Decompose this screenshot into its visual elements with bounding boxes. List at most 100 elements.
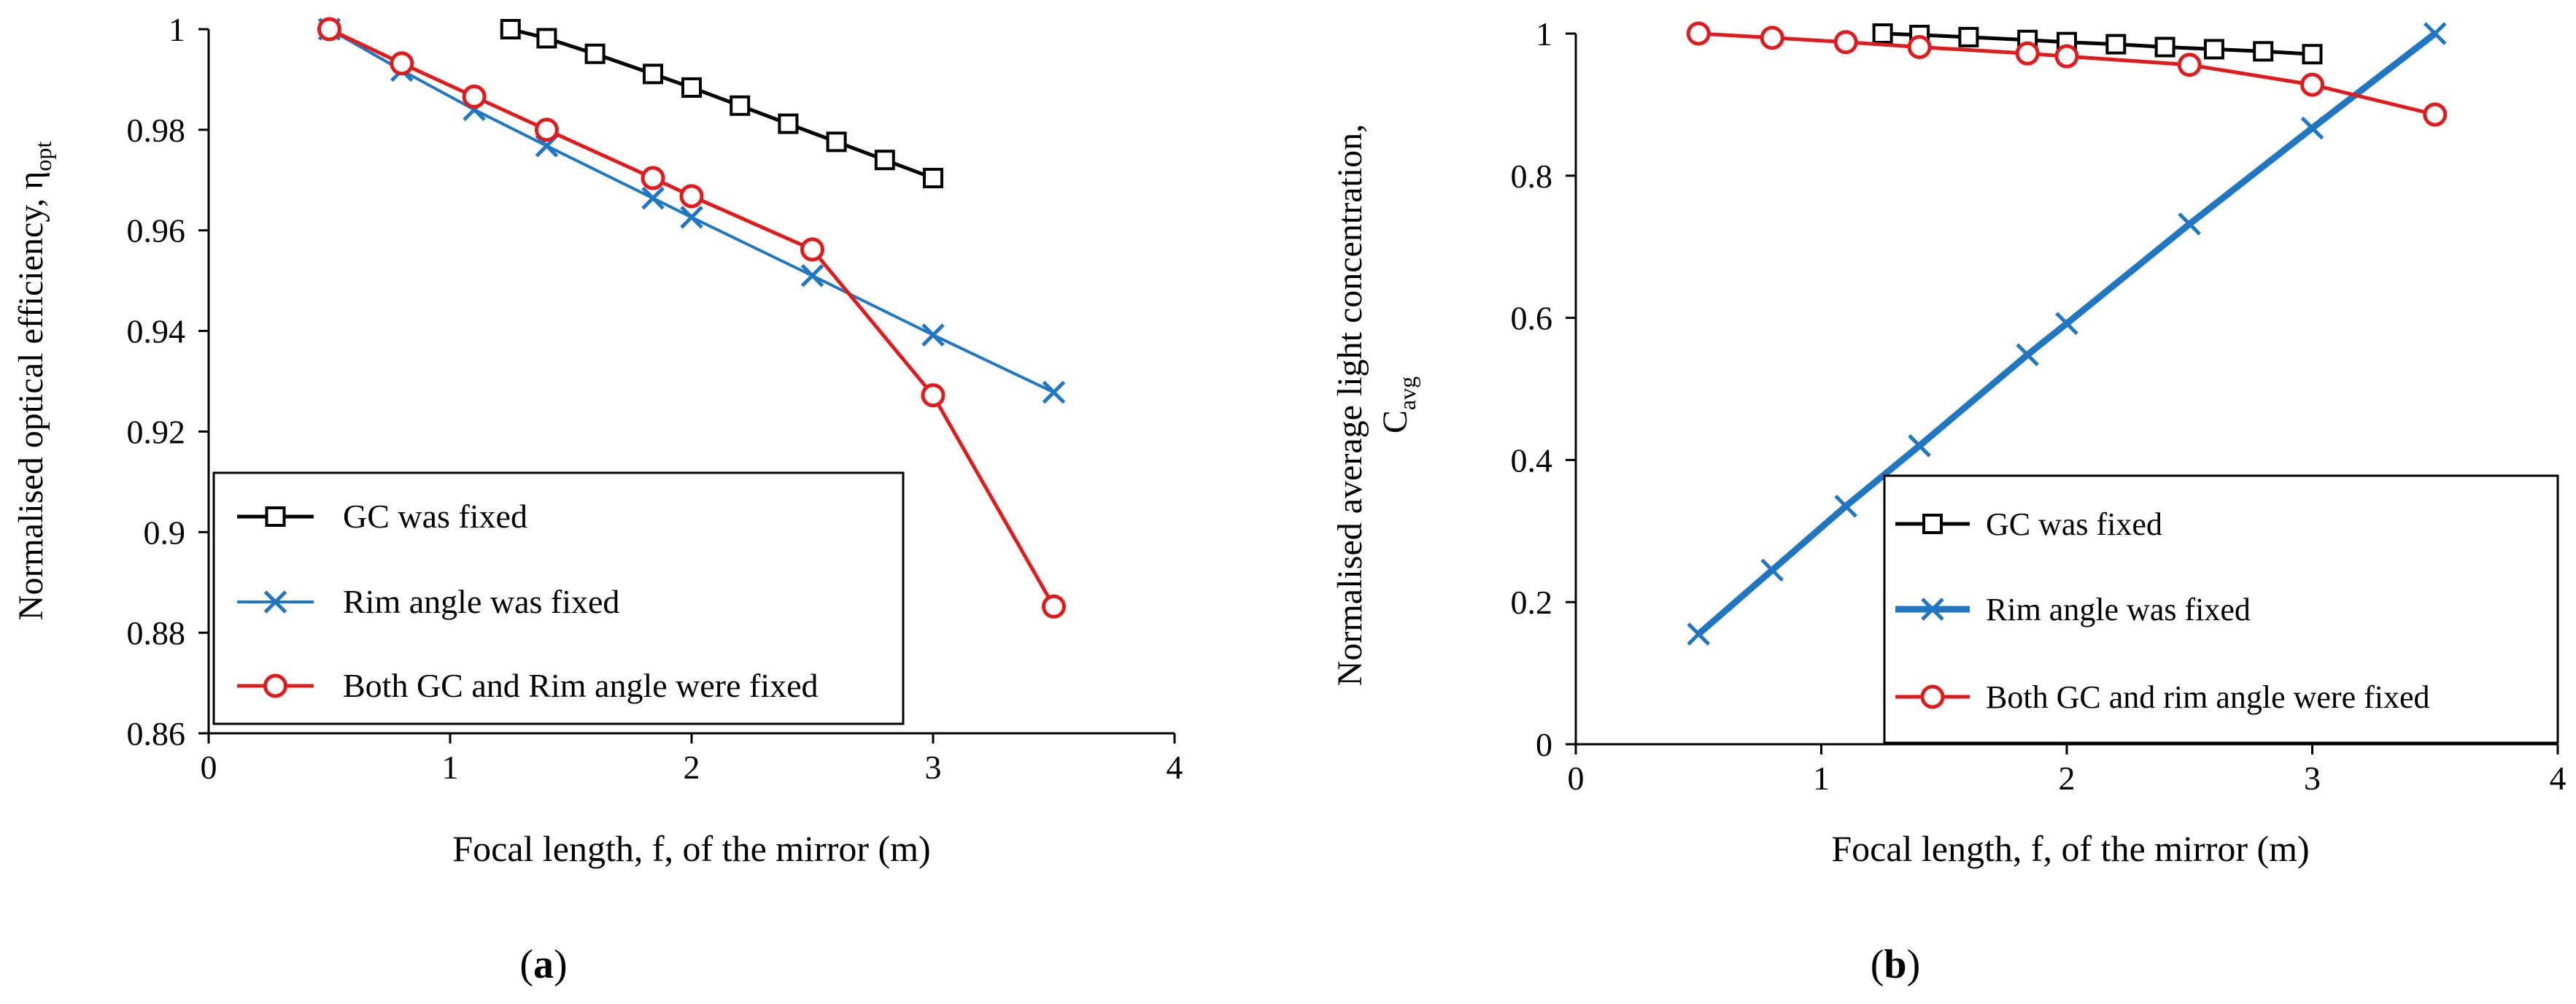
x-tick-label: 2 <box>2059 760 2076 797</box>
y-axis-title-line-1: Normalised average light concentration, <box>1331 124 1369 686</box>
data-point-square <box>1958 26 1979 47</box>
x-tick-label: 2 <box>684 749 700 786</box>
y-tick-label: 0.8 <box>1511 158 1553 195</box>
chart-panel-a: 0 1 2 3 4 0.86 0.88 0.9 0.92 0.94 0.96 0.98 1 Normal… <box>12 11 1183 987</box>
ticks-a: 0 1 2 3 4 0.86 0.88 0.9 0.92 0.94 0.96 0.98 1 <box>127 11 1183 786</box>
data-point-circle <box>534 117 559 142</box>
data-point-circle <box>2015 41 2040 66</box>
data-point-x <box>1687 622 1711 646</box>
legend-entry: GC was fixed <box>1895 506 2162 542</box>
legend-box <box>212 471 905 725</box>
data-point-x <box>2178 212 2202 236</box>
data-point-x <box>1908 434 1931 457</box>
legend-marker <box>1920 684 1945 709</box>
data-point-circle <box>2423 102 2448 127</box>
data-point-circle <box>1042 594 1066 619</box>
y-tick-label: 0.6 <box>1511 300 1553 337</box>
data-point-circle <box>2177 53 2202 77</box>
data-point-circle <box>1833 30 1858 55</box>
y-axis-title-subscript: opt <box>30 142 56 171</box>
y-tick-label: 0.9 <box>144 514 186 551</box>
data-point-square <box>584 43 606 64</box>
data-point-x <box>2300 116 2324 140</box>
legend-label: GC was fixed <box>1986 506 2162 542</box>
legend-label: Both GC and Rim angle were fixed <box>343 667 819 704</box>
data-point-x <box>1042 380 1066 404</box>
x-tick-label: 3 <box>925 749 942 786</box>
y-tick-label: 0.88 <box>127 614 186 652</box>
data-point-square <box>681 77 702 98</box>
legend-label: Both GC and rim angle were fixed <box>1986 679 2430 715</box>
y-tick-label: 0.98 <box>127 112 186 149</box>
data-point-circle <box>1907 35 1932 60</box>
series-line <box>1882 31 2313 56</box>
data-point-square <box>874 150 895 171</box>
x-marker-stroke <box>2016 343 2039 367</box>
data-point-square <box>500 19 521 39</box>
x-marker-stroke <box>800 263 824 287</box>
data-point-circle <box>317 17 341 42</box>
legend-b: GC was fixed Rim angle was fixed Both GC a… <box>1883 474 2559 744</box>
x-marker-stroke <box>1042 380 1066 404</box>
legend-entry: Rim angle was fixed <box>237 583 619 620</box>
x-tick-label: 3 <box>2304 760 2321 797</box>
x-marker-stroke <box>2423 22 2447 45</box>
x-marker-stroke <box>1908 434 1931 457</box>
y-tick-label: 0.2 <box>1511 584 1553 621</box>
series-line <box>510 27 934 180</box>
series-x <box>1687 22 2447 646</box>
data-point-square <box>923 168 943 189</box>
x-marker-stroke <box>2055 312 2078 336</box>
data-point-x <box>2016 343 2039 367</box>
x-axis-title: Focal length, f, of the mirror (m) <box>1831 828 2309 869</box>
y-axis-title-subscript: avg <box>1394 376 1420 410</box>
data-point-x <box>921 323 945 347</box>
x-marker-stroke <box>1687 622 1711 646</box>
y-tick-label: 0.92 <box>127 413 186 450</box>
data-point-circle <box>800 237 824 262</box>
data-point-square <box>2203 39 2224 60</box>
x-marker-stroke <box>263 590 287 614</box>
x-marker-stroke <box>2300 116 2324 140</box>
legend-entry: Both GC and Rim angle were fixed <box>237 667 819 704</box>
y-tick-label: 1 <box>169 11 185 48</box>
x-marker-stroke <box>641 186 665 210</box>
data-point-x <box>641 186 665 210</box>
data-point-x <box>2055 312 2078 336</box>
data-point-circle <box>2054 44 2079 69</box>
legend-entries-a: GC was fixed Rim angle was fixed Both GC a… <box>237 498 819 704</box>
y-tick-label: 0.94 <box>127 313 186 350</box>
x-axis-title: Focal length, f, of the mirror (m) <box>452 828 930 869</box>
x-tick-label: 0 <box>1568 760 1585 797</box>
data-point-square <box>2302 44 2323 65</box>
series-circle <box>1686 21 2448 127</box>
panel-label-b: (b) <box>1871 942 1920 987</box>
y-tick-label: 0.86 <box>127 715 186 752</box>
data-point-x <box>800 263 824 287</box>
legend-label: GC was fixed <box>343 498 527 535</box>
legend-marker <box>1922 514 1943 534</box>
data-point-x <box>1834 494 1857 518</box>
data-point-circle <box>679 184 704 209</box>
series-circle <box>317 17 1066 619</box>
data-point-x <box>2423 22 2447 45</box>
data-point-square <box>2154 36 2175 58</box>
series-a <box>317 17 1066 619</box>
x-marker-stroke <box>1760 558 1784 582</box>
data-point-circle <box>641 166 665 190</box>
legend-entry: Both GC and rim angle were fixed <box>1895 679 2430 715</box>
series-square <box>500 19 943 189</box>
y-axis-title: Normalised optical efficiency, ηopt <box>12 142 56 621</box>
x-tick-label: 4 <box>2550 760 2567 797</box>
data-point-circle <box>1760 26 1784 50</box>
x-marker-stroke <box>680 206 703 229</box>
y-tick-label: 0.96 <box>127 212 186 250</box>
legend-marker <box>263 673 287 698</box>
legend-marker <box>1921 598 1944 621</box>
x-marker-stroke <box>2178 212 2202 236</box>
data-point-x <box>1760 558 1784 582</box>
y-tick-label: 0 <box>1536 726 1552 763</box>
legend-entry: Rim angle was fixed <box>1895 592 2251 628</box>
data-point-square <box>730 95 751 116</box>
